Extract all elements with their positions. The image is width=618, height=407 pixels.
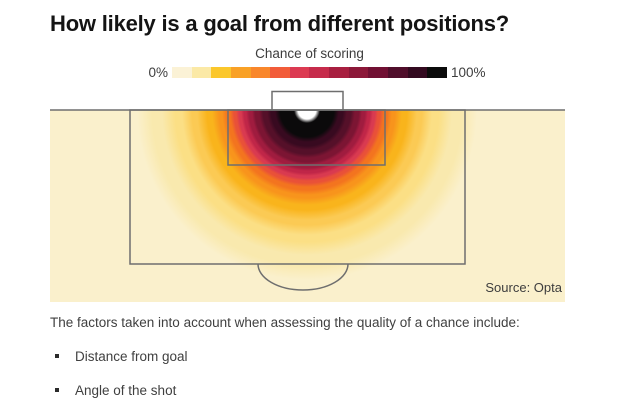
list-item: Angle of the shot [55,382,455,398]
pitch-markings [50,90,565,291]
source-credit: Source: Opta [485,280,562,295]
legend-title: Chance of scoring [255,46,364,61]
legend-swatch [172,67,192,78]
legend-swatch [348,67,369,78]
legend-swatch [270,67,290,78]
legend-swatch [289,67,310,78]
six-yard-box [227,109,386,166]
legend-color-strip [172,67,447,78]
legend-swatch [407,67,428,78]
legend-min-label: 0% [148,65,168,80]
page-title: How likely is a goal from different posi… [50,11,509,36]
legend-swatch [230,67,251,78]
legend-swatch [309,67,330,78]
penalty-arc [257,263,349,291]
list-item-label: Angle of the shot [75,382,177,398]
legend-swatch [250,67,271,78]
legend-max-label: 100% [451,65,486,80]
goal-frame [271,90,344,111]
bullet-icon [55,388,59,392]
color-legend: Chance of scoring 0% 100% [141,46,486,80]
penalty-box [129,109,466,265]
bullet-icon [55,354,59,358]
legend-scale: 0% 100% [141,65,486,80]
legend-swatch [211,67,231,78]
legend-swatch [329,67,349,78]
list-item: Distance from goal [55,348,455,364]
legend-swatch [191,67,212,78]
scoring-chance-heatmap [50,110,565,302]
legend-swatch [368,67,389,78]
body-paragraph: The factors taken into account when asse… [50,315,520,330]
list-item-label: Distance from goal [75,348,188,364]
pitch-heatmap: Source: Opta [50,90,565,302]
legend-swatch [388,67,408,78]
legend-swatch [427,67,447,78]
factors-list: Distance from goal Angle of the shot [55,348,455,407]
